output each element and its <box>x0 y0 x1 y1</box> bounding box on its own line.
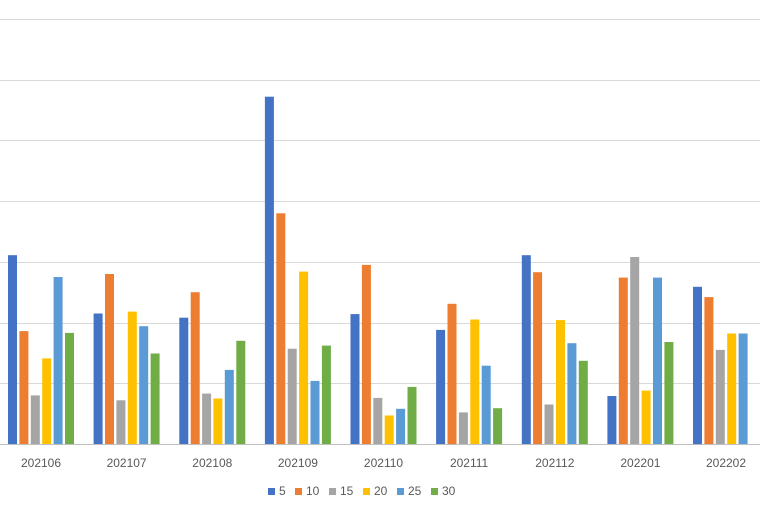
bar-series-25-202201 <box>653 277 662 444</box>
bar-series-10-202106 <box>19 331 29 444</box>
bar-series-10-202109 <box>276 213 286 444</box>
bar-series-20-202201 <box>641 390 651 444</box>
legend-label-10: 10 <box>306 484 320 498</box>
x-tick-label: 202110 <box>364 456 403 470</box>
bar-series-25-202111 <box>481 365 491 444</box>
bar-series-30-202106 <box>65 332 74 444</box>
bar-series-15-202107 <box>116 400 126 444</box>
bar-series-25-202202 <box>738 333 748 444</box>
x-tick-label: 202202 <box>706 456 746 470</box>
bar-series-5-202109 <box>264 96 274 444</box>
bar-series-5-202108 <box>179 317 189 444</box>
bar-series-5-202106 <box>8 255 17 444</box>
x-tick-label: 202201 <box>620 456 660 470</box>
bar-series-10-202201 <box>618 277 628 444</box>
bar-series-10-202112 <box>533 272 543 444</box>
bar-series-25-202110 <box>396 408 406 444</box>
x-tick-labels: 202106 202107 202108 202109 202110 202111 2021… <box>21 456 746 470</box>
bar-series-25-202109 <box>310 380 320 444</box>
bar-series-10-202110 <box>361 264 371 444</box>
legend-swatch-30 <box>431 488 438 495</box>
bar-series-15-202108 <box>202 393 212 444</box>
legend: 5 10 15 20 25 30 <box>268 484 456 498</box>
bar-series-10-202202 <box>704 297 714 444</box>
bar-series-15-202106 <box>30 395 40 444</box>
bar-series-30-202109 <box>321 345 331 444</box>
bar-series-30-202112 <box>578 360 588 444</box>
bar-series-15-202109 <box>287 348 297 444</box>
bar-series-30-202108 <box>236 340 246 444</box>
bar-series-10-202107 <box>105 274 114 444</box>
bar-series-15-202201 <box>630 257 640 444</box>
bar-series-10-202108 <box>190 292 200 444</box>
x-tick-label: 202106 <box>21 456 61 470</box>
x-tick-label: 202111 <box>450 456 489 470</box>
bar-series-5-202202 <box>693 286 702 445</box>
bar-series-20-202202 <box>727 333 737 444</box>
bar-series-20-202108 <box>213 398 223 444</box>
legend-swatch-20 <box>363 488 370 495</box>
bar-series-20-202106 <box>42 358 52 444</box>
bars <box>8 96 748 445</box>
bar-series-25-202112 <box>567 343 577 444</box>
legend-swatch-25 <box>397 488 404 495</box>
bar-series-30-202201 <box>664 342 674 444</box>
bar-series-30-202111 <box>493 408 503 444</box>
bar-series-5-202107 <box>93 313 103 444</box>
legend-swatch-15 <box>329 488 336 495</box>
bar-series-20-202109 <box>299 271 309 444</box>
bar-series-5-202110 <box>350 314 360 444</box>
legend-swatch-10 <box>295 488 302 495</box>
bar-series-15-202110 <box>373 397 383 444</box>
bar-series-5-202112 <box>521 255 531 444</box>
legend-label-30: 30 <box>442 484 456 498</box>
bar-series-5-202111 <box>436 329 446 444</box>
x-tick-label: 202109 <box>278 456 318 470</box>
bar-series-20-202112 <box>556 320 565 444</box>
legend-label-5: 5 <box>279 484 286 498</box>
bar-series-25-202107 <box>139 326 149 444</box>
gridlines <box>0 19 760 384</box>
bar-series-25-202108 <box>224 369 234 444</box>
bar-series-30-202107 <box>150 353 160 444</box>
legend-label-20: 20 <box>374 484 388 498</box>
bar-series-20-202107 <box>127 311 137 444</box>
bar-series-20-202110 <box>384 415 394 444</box>
bar-series-30-202110 <box>407 386 417 444</box>
legend-swatch-5 <box>268 488 275 495</box>
x-tick-label: 202107 <box>107 456 147 470</box>
bar-series-10-202111 <box>447 303 457 445</box>
bar-series-15-202111 <box>458 412 468 444</box>
x-tick-label: 202108 <box>192 456 232 470</box>
bar-series-5-202201 <box>607 396 617 444</box>
bar-series-25-202106 <box>53 277 63 444</box>
bar-series-20-202111 <box>470 319 480 444</box>
bar-series-15-202202 <box>715 349 725 444</box>
bar-series-15-202112 <box>544 404 554 444</box>
legend-label-25: 25 <box>408 484 422 498</box>
legend-label-15: 15 <box>340 484 354 498</box>
x-tick-label: 202112 <box>535 456 574 470</box>
